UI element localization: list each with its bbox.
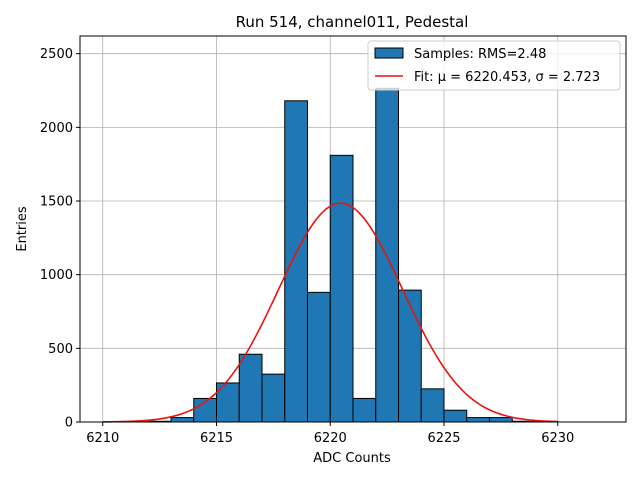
y-tick-label: 0: [65, 416, 73, 431]
histogram-bar-12: [398, 289, 422, 423]
chart-title: Run 514, channel011, Pedestal: [236, 13, 469, 31]
x-tick-label: 6230: [541, 431, 574, 446]
y-tick-label: 1500: [40, 195, 73, 210]
y-tick-label: 2000: [40, 121, 73, 136]
legend: Samples: RMS=2.48 Fit: μ = 6220.453, σ =…: [367, 40, 621, 91]
histogram-bar-5: [238, 353, 263, 423]
x-tick-label: 6220: [314, 431, 347, 446]
x-tick-label: 6210: [86, 431, 119, 446]
fit-curve: [102, 202, 558, 423]
legend-label-samples: Samples: RMS=2.48: [414, 47, 546, 62]
legend-label-fit: Fit: μ = 6220.453, σ = 2.723: [414, 70, 600, 85]
histogram-bar-7: [284, 100, 308, 423]
histogram-bar-11: [375, 87, 399, 423]
y-tick-label: 2500: [40, 47, 73, 62]
histogram-bar-13: [420, 388, 445, 423]
histogram-bar-14: [443, 409, 468, 423]
histogram-bar-6: [261, 373, 286, 423]
histogram-bar-9: [329, 154, 354, 423]
y-tick-label: 1000: [40, 268, 73, 283]
histogram-bars: [125, 87, 559, 423]
x-axis-label: ADC Counts: [313, 451, 391, 466]
x-axis-ticks: 6210 6215 6220 6225 6230: [86, 422, 574, 446]
histogram-bar-16: [489, 417, 513, 423]
y-tick-label: 500: [48, 342, 73, 357]
histogram-bar-10: [352, 397, 377, 423]
x-tick-label: 6215: [200, 431, 233, 446]
legend-swatch-samples: [374, 47, 404, 59]
y-axis-label: Entries: [15, 206, 30, 252]
histogram-bar-15: [466, 417, 490, 423]
histogram-bar-8: [307, 291, 331, 423]
y-axis-ticks: 0 500 1000 1500 2000 2500: [40, 47, 80, 431]
legend-box: [367, 40, 621, 91]
x-tick-label: 6225: [427, 431, 460, 446]
histogram-bar-2: [170, 417, 195, 423]
plot-frame: [79, 35, 627, 423]
